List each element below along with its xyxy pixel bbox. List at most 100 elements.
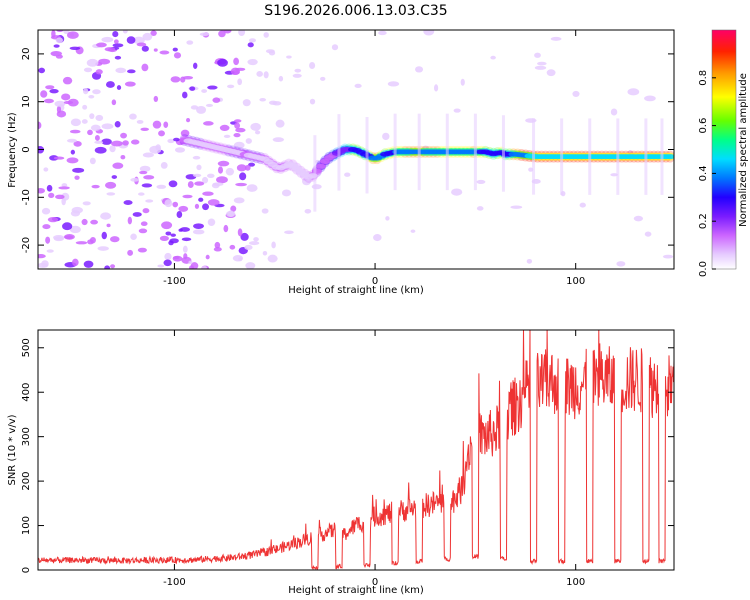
noise-blob xyxy=(91,184,100,189)
noise-blob xyxy=(70,210,81,217)
noise-blob xyxy=(81,218,88,226)
noise-blob xyxy=(53,235,65,240)
noise-blob xyxy=(284,230,294,235)
noise-blob xyxy=(168,180,178,188)
spectrogram-noise xyxy=(38,30,674,269)
noise-blob xyxy=(242,99,251,107)
noise-blob xyxy=(95,114,104,121)
noise-blob xyxy=(528,167,534,172)
snr-x-label: Height of straight line (km) xyxy=(288,585,424,596)
noise-blob xyxy=(186,117,191,123)
noise-blob xyxy=(50,50,63,57)
noise-blob xyxy=(202,203,210,211)
noise-blob xyxy=(140,221,148,226)
noise-blob xyxy=(230,67,241,76)
noise-blob xyxy=(253,237,259,242)
noise-blob xyxy=(510,205,523,209)
noise-blob xyxy=(331,44,339,51)
noise-blob xyxy=(211,183,220,189)
noise-blob xyxy=(309,61,316,70)
noise-blob xyxy=(72,258,79,267)
noise-blob xyxy=(83,260,94,268)
noise-blob xyxy=(178,205,189,212)
noise-blob xyxy=(245,262,256,269)
noise-blob xyxy=(45,236,51,244)
noise-blob xyxy=(190,262,199,269)
snr-y-label: SNR (10 * v/v) xyxy=(7,414,18,485)
noise-blob xyxy=(46,184,53,192)
noise-blob xyxy=(89,157,96,165)
noise-blob xyxy=(662,254,674,259)
noise-blob xyxy=(627,88,640,96)
noise-blob xyxy=(172,255,183,262)
noise-blob xyxy=(354,83,362,88)
noise-blob xyxy=(163,121,169,129)
colorbar-tick-label: 0.0 xyxy=(698,261,709,277)
noise-blob xyxy=(70,149,75,155)
noise-blob xyxy=(192,229,205,235)
snr-y-tick-label: 100 xyxy=(21,516,32,535)
noise-blob xyxy=(127,216,133,225)
noise-blob xyxy=(88,94,95,99)
noise-blob xyxy=(160,162,168,169)
noise-blob xyxy=(164,252,172,261)
noise-blob xyxy=(207,85,218,90)
noise-blob xyxy=(216,176,228,184)
colorbar-ticks: 0.0 0.2 0.4 0.6 0.8 xyxy=(698,70,716,277)
noise-blob xyxy=(237,78,243,86)
noise-blob xyxy=(130,139,140,145)
noise-blob xyxy=(48,192,55,198)
noise-blob xyxy=(187,181,194,189)
noise-blob xyxy=(170,76,181,83)
noise-blob xyxy=(281,189,292,197)
noise-blob xyxy=(62,76,73,85)
noise-blob xyxy=(82,104,88,110)
noise-blob xyxy=(152,120,162,129)
noise-blob xyxy=(460,78,465,86)
noise-blob xyxy=(248,162,256,167)
noise-blob xyxy=(143,175,155,180)
noise-blob xyxy=(87,129,93,136)
noise-blob xyxy=(186,40,194,45)
noise-blob xyxy=(190,105,199,110)
chart-title: S196.2026.006.13.03.C35 xyxy=(264,3,447,19)
noise-blob xyxy=(55,194,65,200)
noise-blob xyxy=(105,81,115,88)
noise-blob xyxy=(115,67,127,74)
ridge-spike xyxy=(644,118,648,195)
ridge-spike xyxy=(616,118,620,195)
snr-data xyxy=(38,330,674,570)
colorbar-label: Normalized spectral amplitude xyxy=(738,73,749,227)
noise-blob xyxy=(55,37,64,44)
noise-blob xyxy=(644,95,656,102)
noise-blob xyxy=(199,32,210,37)
noise-blob xyxy=(385,216,390,221)
noise-blob xyxy=(223,134,231,139)
noise-blob xyxy=(201,89,208,93)
noise-blob xyxy=(109,236,120,243)
noise-blob xyxy=(120,155,126,160)
noise-blob xyxy=(223,30,232,34)
noise-blob xyxy=(116,85,122,91)
noise-blob xyxy=(45,85,55,90)
colorbar-tick-label: 0.4 xyxy=(698,165,709,181)
noise-blob xyxy=(373,234,382,242)
ridge-mark xyxy=(315,163,326,169)
noise-blob xyxy=(225,167,235,176)
noise-blob xyxy=(172,201,179,208)
noise-blob xyxy=(272,137,285,143)
snr-frame xyxy=(37,329,675,571)
noise-blob xyxy=(141,63,149,72)
noise-blob xyxy=(183,253,188,260)
noise-blob xyxy=(101,138,112,145)
noise-blob xyxy=(94,140,104,144)
noise-blob xyxy=(142,208,150,214)
noise-blob xyxy=(616,261,626,267)
snr-y-tick-label: 400 xyxy=(21,383,32,402)
noise-blob xyxy=(141,183,153,188)
snr-line xyxy=(38,330,674,570)
ridge-spike xyxy=(660,118,664,195)
noise-blob xyxy=(263,71,269,79)
noise-blob xyxy=(142,152,154,158)
